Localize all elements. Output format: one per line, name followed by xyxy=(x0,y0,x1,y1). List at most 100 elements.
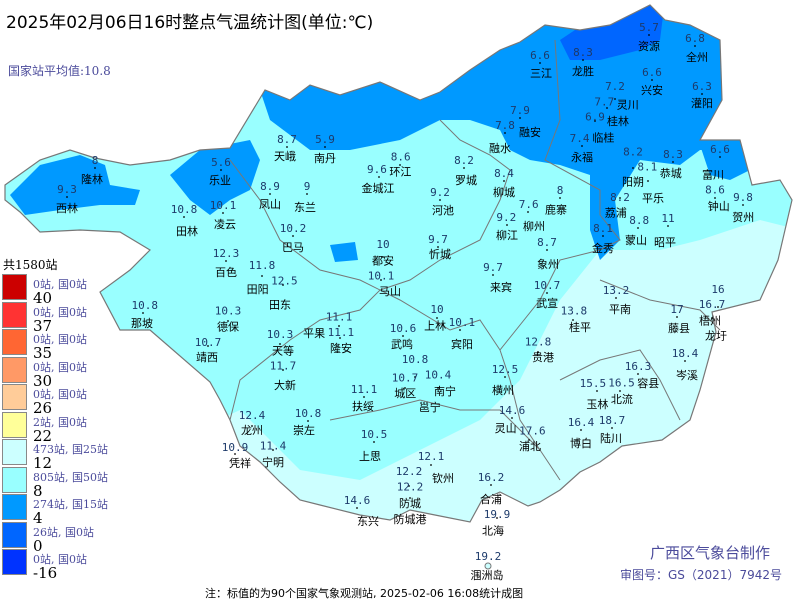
station: 12.2 防城 xyxy=(396,465,423,510)
station-name: 陆川 xyxy=(600,431,622,445)
legend-swatch xyxy=(2,329,27,355)
station: 15.5 玉林 xyxy=(580,377,609,411)
station-dot xyxy=(279,343,281,345)
station: 9.2 柳江 xyxy=(496,211,518,242)
station-dot xyxy=(615,297,617,299)
station-dot xyxy=(234,453,236,455)
station-value: 9.2 xyxy=(496,211,516,224)
legend-threshold: 30 xyxy=(33,371,53,390)
legend-count: 473站, 国25站 xyxy=(33,443,108,456)
station-name: 德保 xyxy=(217,320,239,334)
station-value: 9.3 xyxy=(57,183,77,196)
station-name: 南宁 xyxy=(434,384,456,398)
legend-swatch xyxy=(2,549,27,575)
station: 8.2 荔浦 xyxy=(605,191,630,219)
station-value: 11.8 xyxy=(249,259,276,272)
station-dot xyxy=(380,279,382,281)
station-dot xyxy=(437,387,439,389)
station-name: 贺州 xyxy=(732,211,754,224)
station-dot xyxy=(614,98,616,100)
station: 10 上林 xyxy=(424,303,446,333)
legend-threshold: 8 xyxy=(33,481,43,500)
station: 6.3 灌阳 xyxy=(691,80,713,110)
station: 9.7 来宾 xyxy=(483,261,512,294)
total-stations: 共1580站 xyxy=(3,258,58,272)
national-average: 国家站平均值:10.8 xyxy=(8,64,111,78)
zone-0-4 xyxy=(560,5,665,60)
station: 5.9 南丹 xyxy=(314,133,336,165)
station-dot xyxy=(496,517,498,519)
station-name: 博白 xyxy=(570,436,592,450)
station-dot xyxy=(94,167,96,169)
station-dot xyxy=(546,292,548,294)
station-dot xyxy=(546,249,548,251)
station-name: 崇左 xyxy=(293,424,315,437)
station-value: 8.4 xyxy=(494,167,514,180)
station-value: 16.2 xyxy=(478,471,505,484)
station: 8.3 恭城 xyxy=(660,148,683,180)
station-value: 17 xyxy=(670,303,683,316)
station: 16.3 容县 xyxy=(625,360,660,390)
station-value: 6.6 xyxy=(530,49,550,62)
station-name: 龙州 xyxy=(241,424,263,437)
station-dot xyxy=(339,337,341,339)
station-name: 隆林 xyxy=(81,172,103,186)
station: 8.2 阳朔 xyxy=(622,145,644,188)
station-value: 6.6 xyxy=(642,66,662,79)
station: 7.6 柳州 xyxy=(519,198,545,233)
station-name: 来宾 xyxy=(490,280,512,294)
station-name: 柳州 xyxy=(523,219,545,233)
legend-count: 0站, 国0站 xyxy=(33,278,87,291)
station-dot xyxy=(414,376,416,378)
station-dot xyxy=(207,345,209,347)
station: 12.2 防城港 xyxy=(394,480,427,526)
station-name: 容县 xyxy=(637,376,659,390)
station: 16.5 北流 xyxy=(608,376,635,406)
station-name: 田东 xyxy=(269,298,291,311)
legend-count: 805站, 国50站 xyxy=(33,470,108,484)
station: 9 东兰 xyxy=(294,180,316,214)
page-title: 2025年02月06日16时整点气温统计图(单位:℃) xyxy=(6,13,374,33)
station-value: 16.3 xyxy=(625,360,652,373)
station-name: 南丹 xyxy=(314,152,336,165)
station-value: 6.8 xyxy=(685,32,705,45)
station: 10.8 田林 xyxy=(171,203,198,238)
station: 10.4 南宁 xyxy=(425,368,456,398)
station: 6.9 临桂 xyxy=(585,111,614,145)
station-name: 恭城 xyxy=(660,167,682,180)
station-name: 平乐 xyxy=(642,192,664,205)
station: 16.2 合浦 xyxy=(478,471,505,506)
station-value: 14.6 xyxy=(344,494,371,507)
station: 8.7 象州 xyxy=(537,236,559,271)
zone-4-8-west xyxy=(10,155,140,215)
station: 10.1 马山 xyxy=(368,270,401,298)
station: 7.8 融水 xyxy=(489,119,515,155)
station-name: 金秀 xyxy=(592,241,614,255)
station: 8.4 柳城 xyxy=(493,167,515,199)
legend-swatch xyxy=(2,494,27,520)
station: 10.8 崇左 xyxy=(293,407,321,437)
station-name: 平南 xyxy=(609,303,631,316)
station-dot xyxy=(594,120,596,122)
station-dot xyxy=(251,425,253,427)
legend-count: 0站, 国0站 xyxy=(33,388,87,401)
station-value: 12.8 xyxy=(525,335,552,348)
station-name: 蒙山 xyxy=(625,234,647,247)
station-value: 10.1 xyxy=(368,270,395,283)
station-dot xyxy=(694,45,696,47)
station: 9.3 西林 xyxy=(56,183,78,215)
station: 10.6 武鸣 xyxy=(390,322,417,351)
station-value: 7.6 xyxy=(519,198,539,211)
station-value: 7.9 xyxy=(510,104,530,117)
station: 11.8 田阳 xyxy=(247,259,276,296)
station: 12.5 横州 xyxy=(492,363,519,397)
station: 10 都安 xyxy=(372,238,394,268)
station-name: 忻城 xyxy=(429,248,451,261)
station-name: 靖西 xyxy=(196,351,218,364)
station-dot xyxy=(409,497,411,499)
station-name: 东兰 xyxy=(294,201,316,214)
station: 5.6 乐业 xyxy=(209,156,231,187)
station-dot xyxy=(519,117,521,119)
station: 16.4 博白 xyxy=(568,416,595,450)
station-name: 鹿寨 xyxy=(545,202,567,216)
